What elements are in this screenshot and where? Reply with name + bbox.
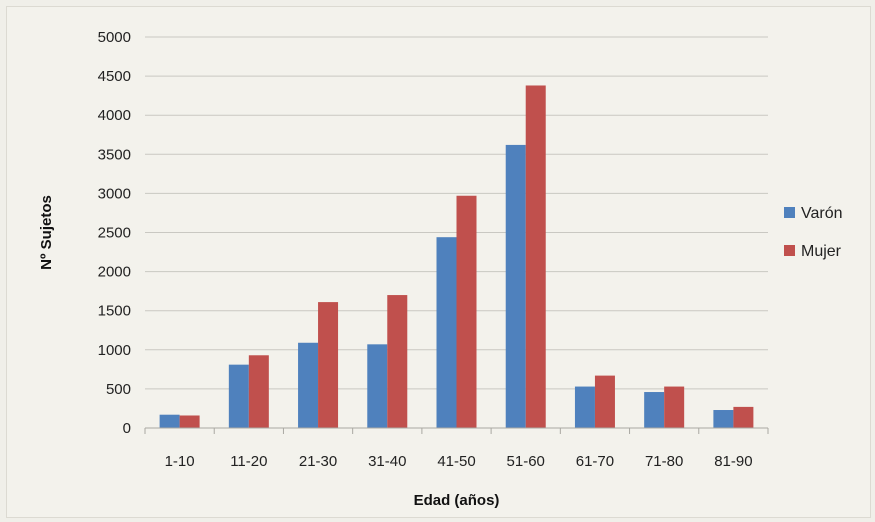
bar-varon-41-50 (436, 237, 457, 428)
x-tick-label: 51-60 (507, 453, 545, 470)
bar-varon-11-20 (228, 364, 249, 428)
x-tick-label: 1-10 (165, 453, 195, 470)
y-axis-title: Nº Sujetos (38, 195, 55, 270)
bars (159, 85, 754, 428)
y-tick-labels: 0 500 1000 1500 2000 2500 3000 3500 4000 4500 5000 (98, 29, 131, 437)
bar-mujer-81-90 (733, 406, 754, 428)
bar-varon-21-30 (298, 342, 319, 428)
bar-varon-81-90 (713, 410, 734, 428)
y-tick-label: 3000 (98, 185, 131, 202)
y-tick-label: 1000 (98, 342, 131, 359)
bar-varon-31-40 (367, 344, 388, 428)
legend: Varón Mujer (784, 205, 843, 260)
y-tick-label: 3500 (98, 146, 131, 163)
x-tick-label: 31-40 (368, 453, 406, 470)
bar-mujer-11-20 (248, 355, 269, 428)
x-axis-title: Edad (años) (414, 492, 500, 509)
bar-varon-71-80 (644, 392, 665, 428)
x-tick-label: 81-90 (714, 453, 752, 470)
y-tick-label: 2500 (98, 225, 131, 242)
legend-label-mujer: Mujer (801, 243, 842, 260)
y-tick-label: 1500 (98, 303, 131, 320)
legend-swatch-mujer (784, 245, 795, 256)
bar-mujer-21-30 (318, 302, 339, 428)
bar-varon-51-60 (505, 144, 526, 428)
legend-label-varon: Varón (801, 205, 843, 222)
bar-varon-1-10 (159, 414, 180, 428)
x-tick-label: 61-70 (576, 453, 614, 470)
y-tick-label: 4000 (98, 107, 131, 124)
x-tick-label: 11-20 (230, 453, 267, 470)
bar-mujer-1-10 (179, 415, 200, 428)
y-tick-label: 2000 (98, 264, 131, 281)
x-tick-labels: 1-10 11-20 21-30 31-40 41-50 51-60 61-70 71-80 8… (144, 428, 769, 470)
y-tick-label: 5000 (98, 29, 131, 46)
y-tick-label: 0 (123, 420, 131, 437)
y-tick-label: 4500 (98, 68, 131, 85)
x-tick-label: 71-80 (645, 453, 683, 470)
bar-mujer-71-80 (664, 386, 685, 428)
x-tick-label: 21-30 (299, 453, 337, 470)
bar-varon-61-70 (574, 386, 595, 428)
legend-swatch-varon (784, 207, 795, 218)
bar-mujer-61-70 (594, 375, 615, 428)
x-tick-label: 41-50 (437, 453, 475, 470)
bar-mujer-51-60 (525, 85, 546, 428)
bar-mujer-41-50 (456, 195, 477, 428)
bar-mujer-31-40 (387, 295, 408, 428)
y-tick-label: 500 (106, 381, 131, 398)
